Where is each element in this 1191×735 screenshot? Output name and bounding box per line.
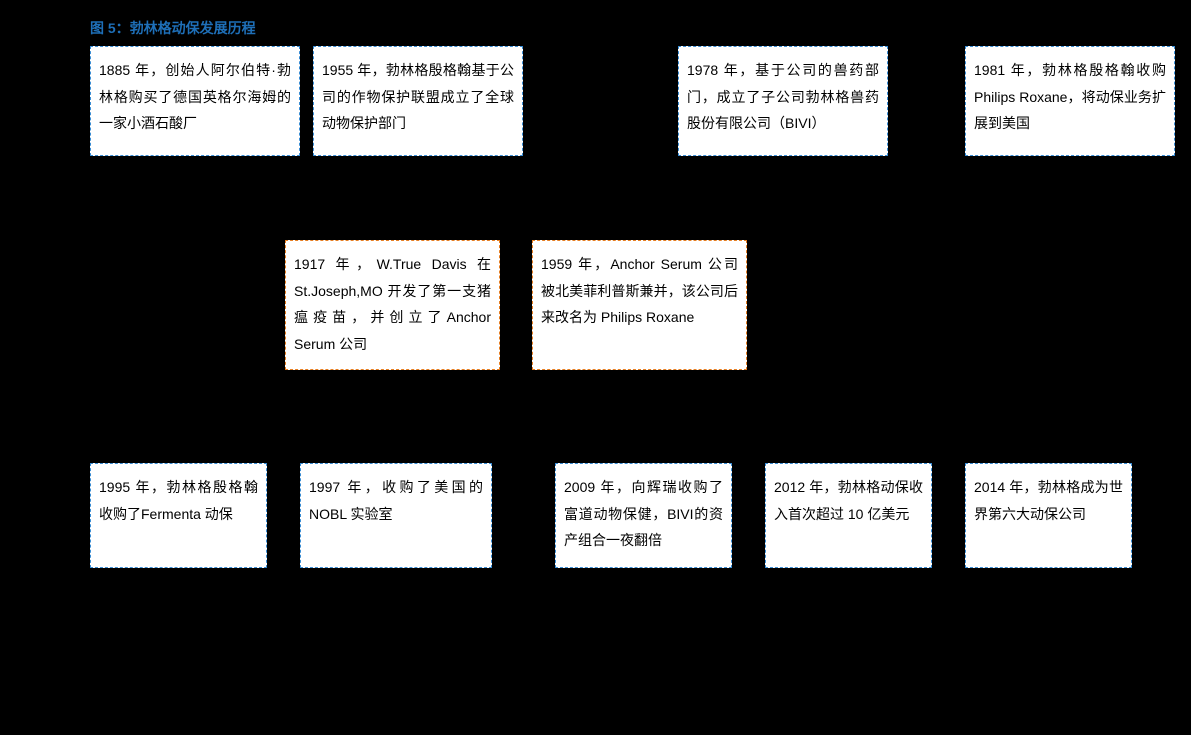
box-text: 1997 年，收购了美国的NOBL 实验室 <box>309 479 483 522</box>
title-prefix: 图 5： <box>90 20 130 36</box>
timeline-box-1917: 1917 年，W.True Davis 在St.Joseph,MO 开发了第一支… <box>285 240 500 370</box>
timeline-box-1959: 1959 年，Anchor Serum 公司被北美菲利普斯兼并，该公司后来改名为… <box>532 240 747 370</box>
timeline-box-1955: 1955 年，勃林格殷格翰基于公司的作物保护联盟成立了全球动物保护部门 <box>313 46 523 156</box>
timeline-box-1981: 1981 年，勃林格殷格翰收购Philips Roxane，将动保业务扩展到美国 <box>965 46 1175 156</box>
timeline-box-2014: 2014 年，勃林格成为世界第六大动保公司 <box>965 463 1132 568</box>
timeline-box-1978: 1978 年，基于公司的兽药部门，成立了子公司勃林格兽药股份有限公司（BIVI） <box>678 46 888 156</box>
box-text: 1955 年，勃林格殷格翰基于公司的作物保护联盟成立了全球动物保护部门 <box>322 62 514 131</box>
box-text: 2009 年，向辉瑞收购了富道动物保健，BIVI的资产组合一夜翻倍 <box>564 479 723 548</box>
box-text: 2012 年，勃林格动保收入首次超过 10 亿美元 <box>774 479 923 522</box>
timeline-box-2009: 2009 年，向辉瑞收购了富道动物保健，BIVI的资产组合一夜翻倍 <box>555 463 732 568</box>
box-text: 1995 年，勃林格殷格翰收购了Fermenta 动保 <box>99 479 258 522</box>
timeline-box-1997: 1997 年，收购了美国的NOBL 实验室 <box>300 463 492 568</box>
box-text: 1885 年，创始人阿尔伯特·勃林格购买了德国英格尔海姆的一家小酒石酸厂 <box>99 62 291 131</box>
timeline-box-2012: 2012 年，勃林格动保收入首次超过 10 亿美元 <box>765 463 932 568</box>
box-text: 1917 年，W.True Davis 在St.Joseph,MO 开发了第一支… <box>294 256 491 352</box>
timeline-box-1995: 1995 年，勃林格殷格翰收购了Fermenta 动保 <box>90 463 267 568</box>
box-text: 1959 年，Anchor Serum 公司被北美菲利普斯兼并，该公司后来改名为… <box>541 256 738 325</box>
box-text: 2014 年，勃林格成为世界第六大动保公司 <box>974 479 1123 522</box>
figure-title: 图 5：勃林格动保发展历程 <box>90 18 256 38</box>
box-text: 1978 年，基于公司的兽药部门，成立了子公司勃林格兽药股份有限公司（BIVI） <box>687 62 879 131</box>
box-text: 1981 年，勃林格殷格翰收购Philips Roxane，将动保业务扩展到美国 <box>974 62 1166 131</box>
timeline-box-1885: 1885 年，创始人阿尔伯特·勃林格购买了德国英格尔海姆的一家小酒石酸厂 <box>90 46 300 156</box>
title-text: 勃林格动保发展历程 <box>130 20 256 36</box>
